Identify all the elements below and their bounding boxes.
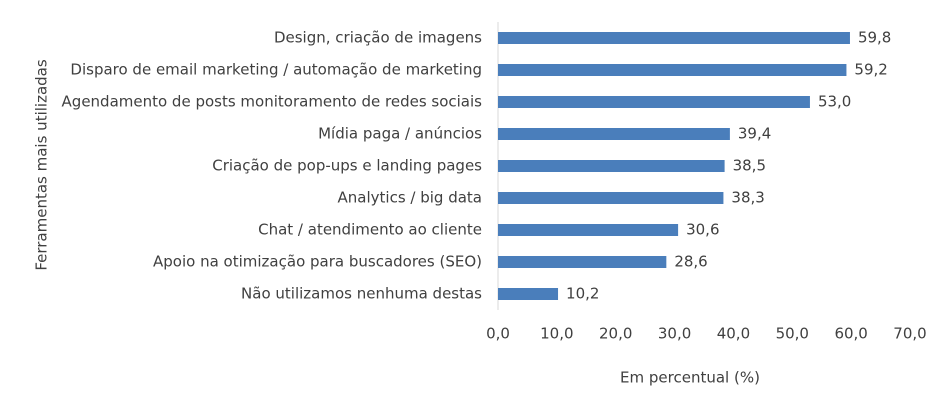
y-axis-title: Ferramentas mais utilizadas — [33, 59, 51, 271]
y-tick-label: Mídia paga / anúncios — [318, 125, 482, 143]
y-tick-label: Disparo de email marketing / automação d… — [70, 61, 482, 79]
y-tick-label: Chat / atendimento ao cliente — [258, 221, 482, 239]
bar — [498, 224, 679, 236]
y-tick-label: Criação de pop-ups e landing pages — [212, 157, 482, 175]
x-tick-label: 70,0 — [893, 325, 926, 343]
bar — [498, 128, 730, 140]
x-tick-label: 10,0 — [540, 325, 573, 343]
value-label: 59,8 — [858, 29, 891, 47]
y-tick-label: Design, criação de imagens — [274, 29, 482, 47]
x-tick-label: 0,0 — [486, 325, 510, 343]
value-label: 10,2 — [566, 285, 599, 303]
value-label: 39,4 — [738, 125, 771, 143]
bar — [498, 160, 725, 172]
value-label: 59,2 — [854, 61, 887, 79]
value-label: 53,0 — [818, 93, 851, 111]
x-tick-label: 20,0 — [599, 325, 632, 343]
bar — [498, 288, 559, 300]
y-tick-label: Analytics / big data — [338, 189, 482, 207]
bar — [498, 96, 810, 108]
y-tick-label: Não utilizamos nenhuma destas — [241, 285, 482, 303]
bar — [498, 256, 667, 268]
y-tick-label: Apoio na otimização para buscadores (SEO… — [153, 253, 482, 271]
bar — [498, 64, 847, 76]
x-tick-label: 50,0 — [776, 325, 809, 343]
value-label: 30,6 — [686, 221, 719, 239]
bar — [498, 192, 724, 204]
value-label: 28,6 — [674, 253, 707, 271]
value-label: 38,5 — [733, 157, 766, 175]
y-tick-label: Agendamento de posts monitoramento de re… — [62, 93, 483, 111]
x-tick-label: 40,0 — [717, 325, 750, 343]
x-axis-title: Em percentual (%) — [620, 369, 760, 387]
x-tick-label: 60,0 — [834, 325, 867, 343]
bar — [498, 32, 850, 44]
x-tick-label: 30,0 — [658, 325, 691, 343]
value-label: 38,3 — [731, 189, 764, 207]
